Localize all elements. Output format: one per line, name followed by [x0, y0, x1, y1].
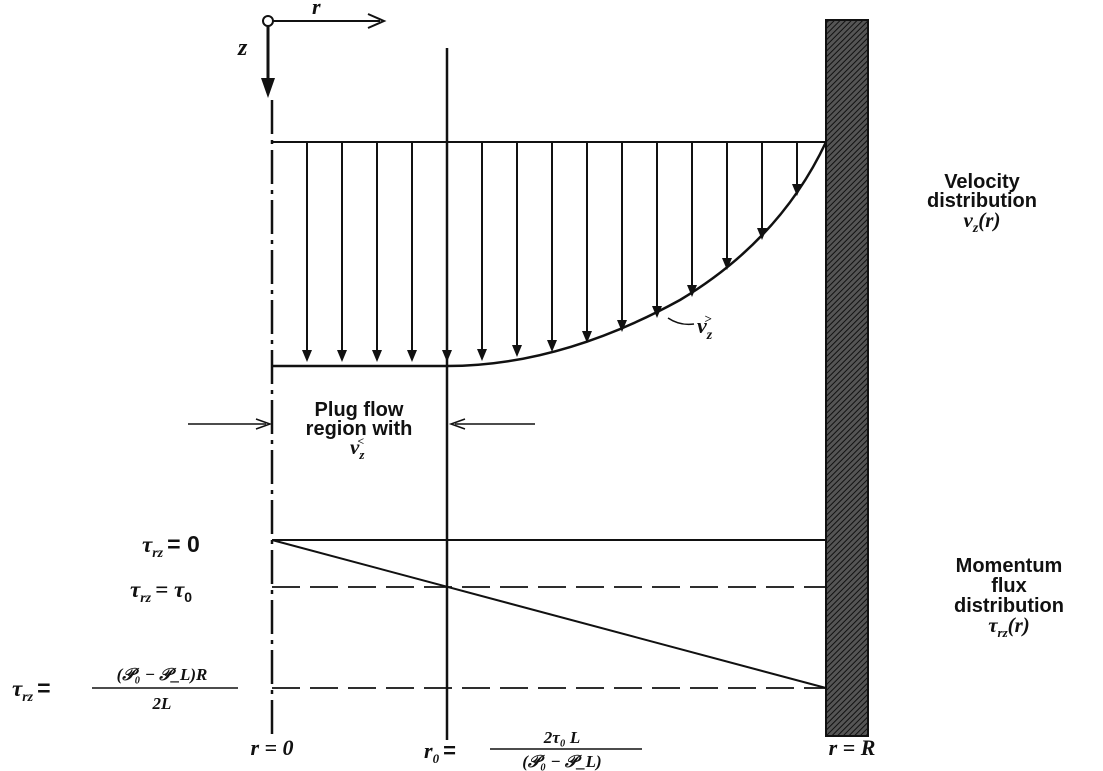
velocity-arrowhead	[442, 350, 452, 362]
plug-arrowhead-right	[448, 418, 466, 430]
r0-numerator: 2τ₀ L	[543, 728, 581, 747]
flux-label-symbol: τrz(r)	[988, 613, 1030, 640]
velocity-arrowhead	[407, 350, 417, 362]
r-axis-arrowhead	[367, 13, 387, 29]
r-axis-label: r	[312, 0, 321, 19]
velocity-label-line1: Velocity	[944, 171, 1020, 193]
z-axis-label: z	[237, 35, 248, 61]
shear-wall-denominator: 2L	[152, 694, 172, 713]
velocity-label-line2: distribution	[927, 190, 1037, 212]
r0-symbol: r0 =	[424, 738, 456, 766]
shear-yield-label: τrz = τ0	[130, 577, 192, 606]
pipe-wall	[825, 19, 869, 737]
plug-label-line2: region with	[306, 418, 413, 440]
velocity-arrowhead	[477, 349, 487, 361]
curve-label-leader	[667, 317, 695, 326]
shear-wall-numerator: (𝒫₀ − 𝒫_L)R	[117, 665, 208, 684]
velocity-arrowhead	[687, 285, 697, 297]
velocity-arrowhead	[372, 350, 382, 362]
velocity-arrowhead	[512, 345, 522, 357]
flux-label-line2: flux	[991, 575, 1027, 597]
flux-label-line3: distribution	[954, 595, 1064, 617]
velocity-arrows	[302, 142, 802, 362]
velocity-arrowhead	[617, 320, 627, 332]
flux-label-line1: Momentum	[956, 555, 1063, 577]
r0-denominator: (𝒫₀ − 𝒫_L)	[522, 752, 601, 771]
curve-label: vz>	[697, 311, 713, 343]
velocity-profile-curve	[272, 141, 828, 368]
velocity-arrowhead	[547, 340, 557, 352]
velocity-arrowhead	[337, 350, 347, 362]
wall-position-label: r = R	[829, 735, 876, 760]
center-position-label: r = 0	[250, 735, 293, 760]
velocity-arrowhead	[722, 258, 732, 270]
axis-origin	[262, 15, 274, 27]
shear-zero-label: τrz = 0	[142, 531, 200, 561]
plug-label-line1: Plug flow	[315, 399, 404, 421]
velocity-label-symbol: vz(r)	[964, 208, 1001, 236]
z-axis-arrowhead	[261, 78, 275, 98]
shear-wall-symbol: τrz =	[12, 675, 51, 705]
plug-arrowhead-left	[255, 418, 273, 430]
shear-distribution-line	[271, 539, 827, 689]
velocity-arrowhead	[582, 331, 592, 343]
velocity-arrowhead	[302, 350, 312, 362]
plug-label-symbol: vz<	[350, 434, 365, 462]
